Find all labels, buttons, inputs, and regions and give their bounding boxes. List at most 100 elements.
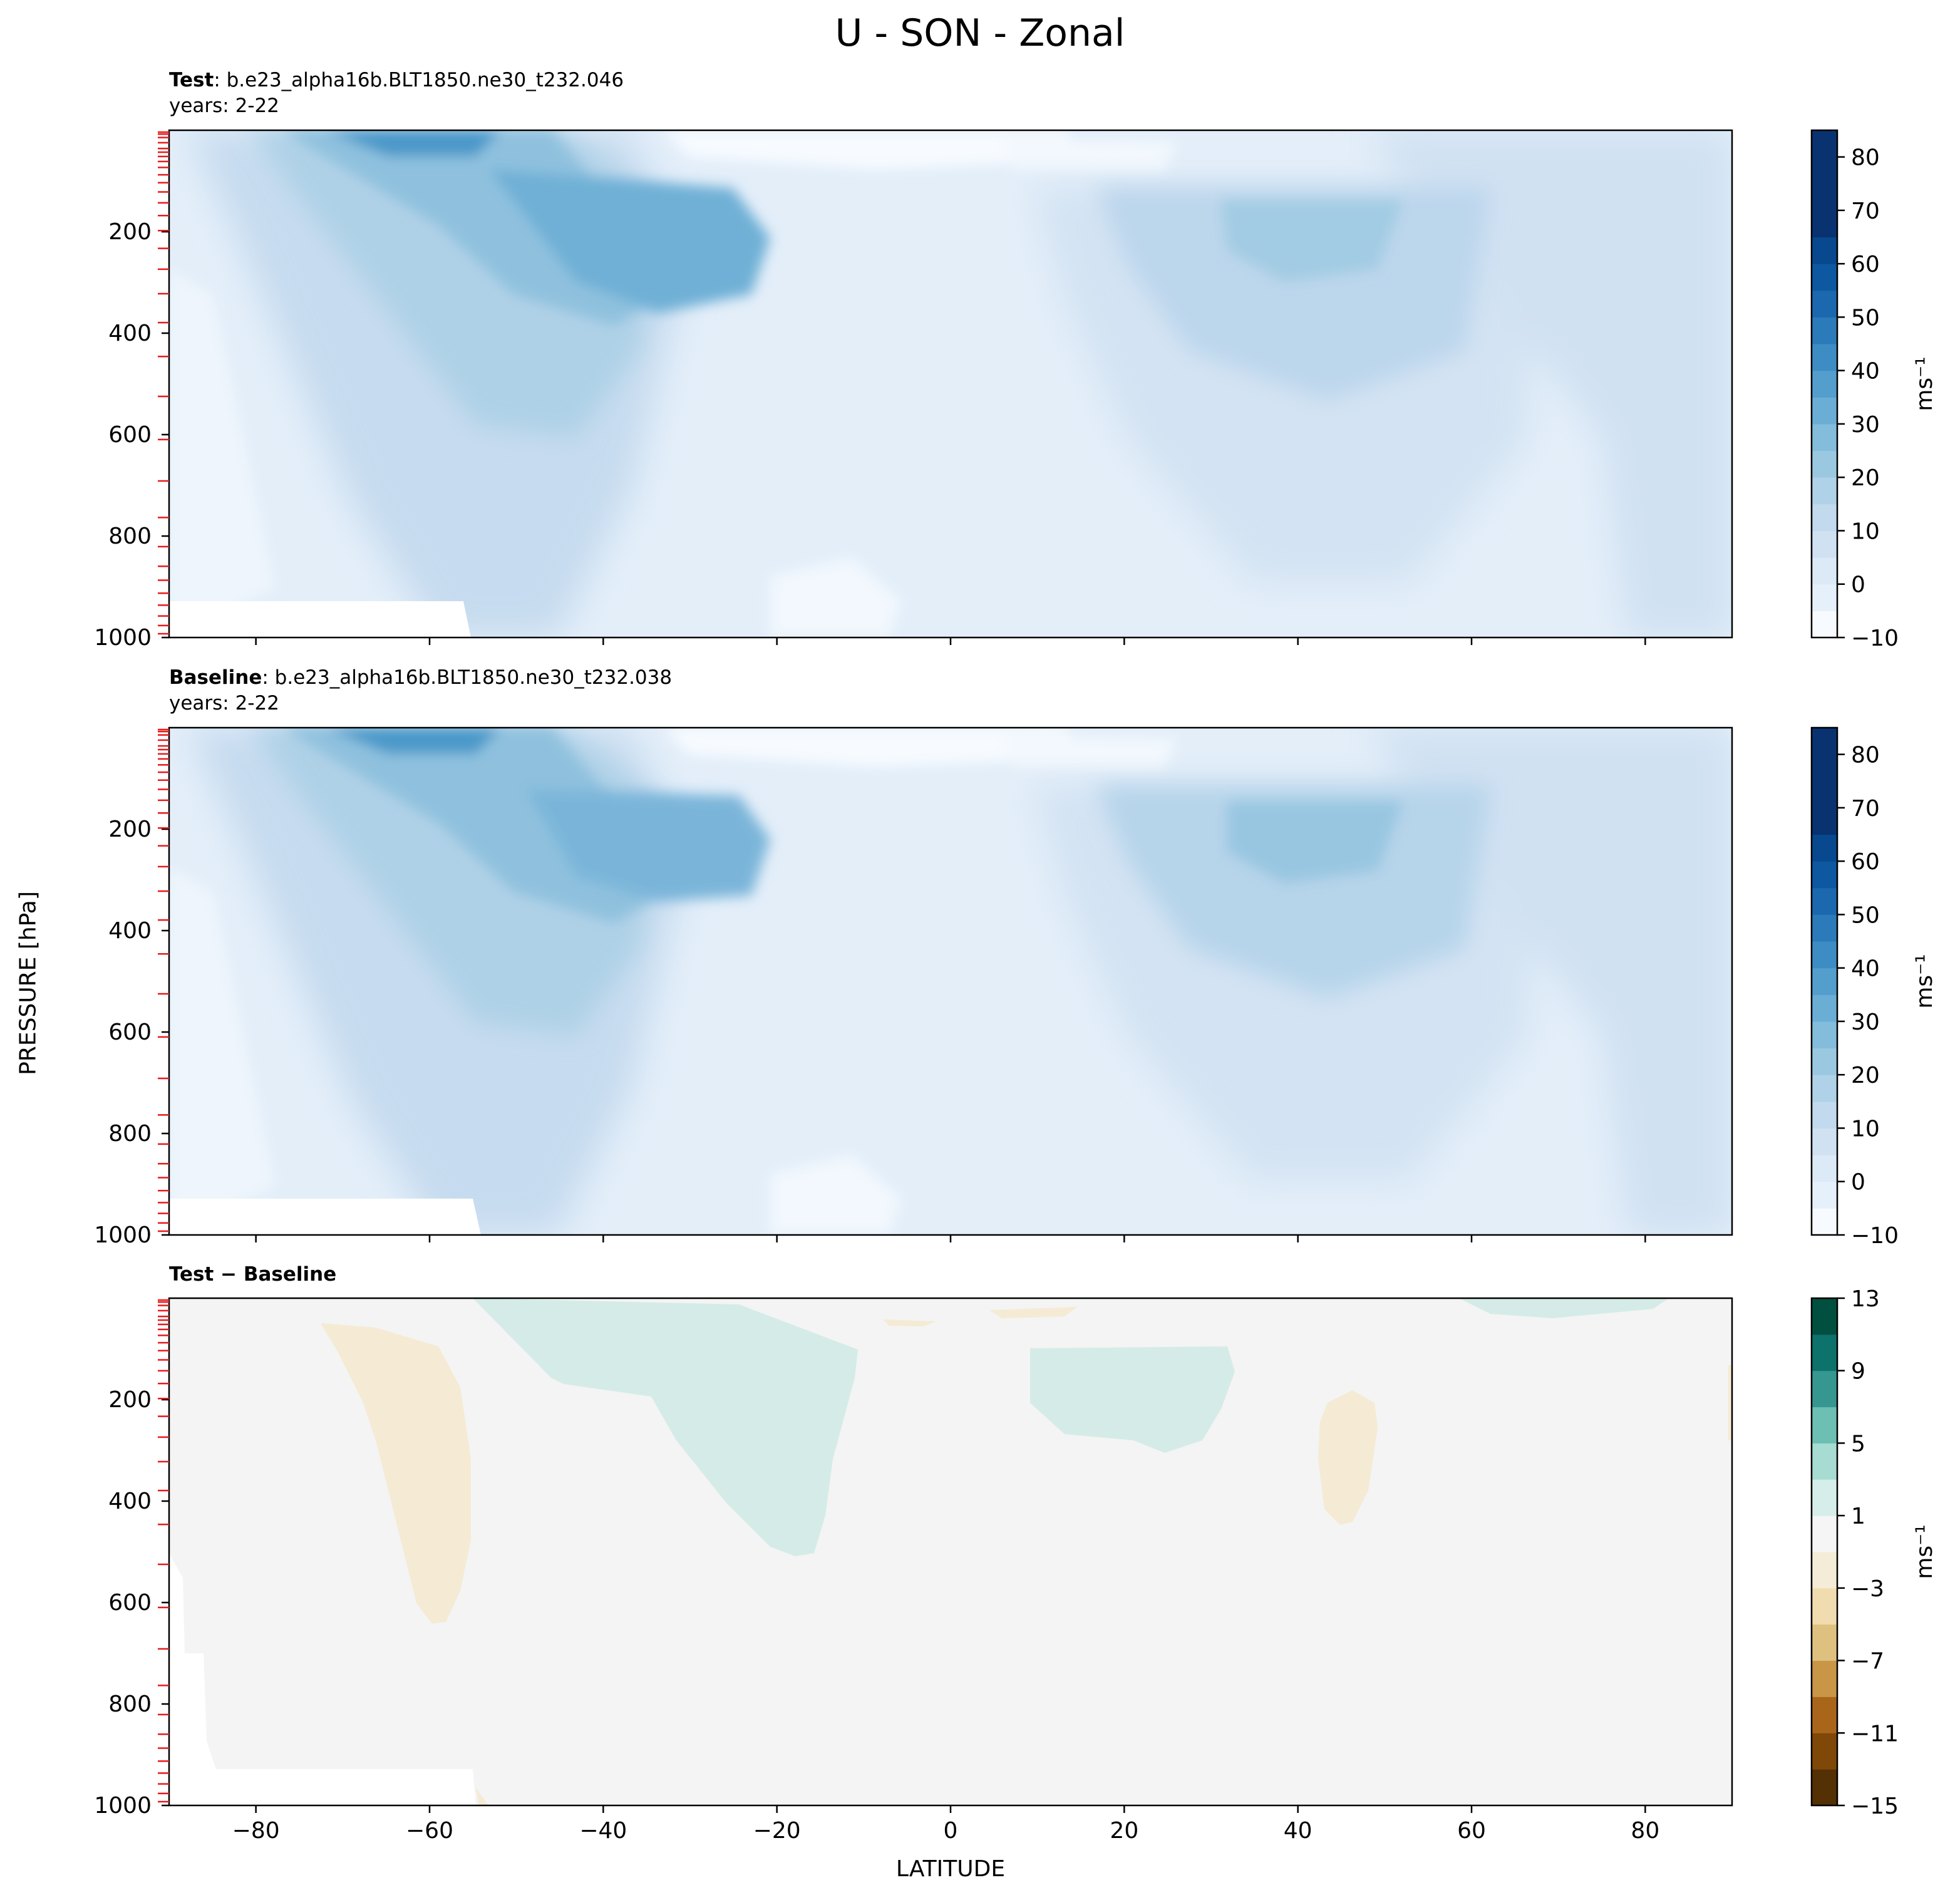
x-axis-label: LATITUDE: [895, 1856, 1006, 1882]
panel-title-baseline-case: : b.e23_alpha16b.BLT1850.ne30_t232.038: [262, 666, 673, 689]
colorbar-tick-label: 20: [1851, 465, 1880, 491]
x-tick-label: 40: [1284, 1818, 1313, 1844]
colorbar-tick-label: 30: [1851, 1009, 1880, 1035]
y-tick-label: 200: [108, 817, 152, 842]
colorbar-segment: [1812, 1515, 1837, 1552]
colorbar-segment: [1812, 1334, 1837, 1371]
colorbar-segment: [1812, 1155, 1837, 1182]
colorbar-tick-label: 9: [1851, 1359, 1865, 1385]
y-tick-label: 1000: [94, 1222, 152, 1248]
colorbar-label: ms⁻¹: [1912, 356, 1937, 411]
y-tick-label: 600: [108, 1020, 152, 1045]
colorbar-baseline: −10 0 10 20 30 40 50 60 70 80 ms⁻¹: [1810, 726, 1937, 1249]
colorbar-label: ms⁻¹: [1912, 1524, 1937, 1579]
colorbar-segment: [1812, 237, 1837, 264]
colorbar-tick-label: −15: [1851, 1794, 1899, 1819]
colorbar-segment: [1812, 584, 1837, 611]
panel-years-baseline: years: 2-22: [169, 692, 279, 715]
colorbar-tick-label: 80: [1851, 743, 1880, 768]
colorbar-segment: [1812, 1048, 1837, 1075]
colorbar-tick-label: −10: [1851, 1223, 1899, 1249]
colorbar-segment: [1812, 557, 1837, 585]
panel-title-test-case: : b.e23_alpha16b.BLT1850.ne30_t232.046: [214, 69, 624, 91]
y-tick-label: 800: [108, 524, 152, 549]
colorbar-segment: [1812, 941, 1837, 969]
colorbar-segment: [1812, 1075, 1837, 1102]
colorbar-segment: [1812, 450, 1837, 478]
colorbar-segment: [1812, 317, 1837, 344]
colorbar-tick-label: 1: [1851, 1504, 1865, 1529]
x-tick-label: 20: [1110, 1818, 1138, 1844]
y-tick-label: 200: [108, 1387, 152, 1413]
y-tick-label: 600: [108, 1590, 152, 1616]
contour-field-test: [169, 130, 1732, 638]
colorbar-segment: [1812, 611, 1837, 638]
colorbar-segment: [1812, 157, 1837, 184]
panel-title-baseline: Baseline: b.e23_alpha16b.BLT1850.ne30_t2…: [169, 665, 672, 691]
colorbar-segment: [1812, 1769, 1837, 1806]
colorbar-segment: [1812, 754, 1837, 782]
colorbar-frame: [1810, 726, 1839, 1236]
colorbar-segment: [1812, 968, 1837, 995]
colorbar-segment: [1812, 183, 1837, 211]
x-tick-label: −20: [753, 1818, 801, 1844]
colorbar-tick-label: 40: [1851, 359, 1880, 385]
colorbar-segment: [1812, 530, 1837, 558]
colorbar-segment: [1812, 861, 1837, 889]
colorbar-tick-label: 80: [1851, 145, 1880, 171]
colorbar-frame: [1810, 129, 1839, 639]
colorbar-segment: [1812, 1660, 1837, 1697]
colorbar-tick-label: 60: [1851, 849, 1880, 875]
colorbar-segment: [1812, 887, 1837, 915]
colorbar-segment: [1812, 914, 1837, 942]
colorbar-segment: [1812, 1479, 1837, 1516]
y-tick-label: 600: [108, 422, 152, 448]
colorbar-segment: [1812, 1128, 1837, 1155]
colorbar-tick-label: 0: [1851, 1170, 1865, 1195]
y-tick-label: 400: [108, 321, 152, 346]
x-tick-label: 80: [1631, 1818, 1659, 1844]
colorbar-tick-label: 50: [1851, 305, 1880, 331]
colorbar-tick-label: −11: [1851, 1721, 1899, 1747]
colorbar-segment: [1812, 1552, 1837, 1589]
colorbar-tick-label: −7: [1851, 1649, 1884, 1675]
panel-title-test-bold: Test: [169, 69, 214, 91]
colorbar-tick-label: 50: [1851, 902, 1880, 928]
colorbar-segment: [1812, 1181, 1837, 1209]
x-tick-label: −80: [232, 1818, 280, 1844]
x-tick-label: −60: [406, 1818, 453, 1844]
colorbar-segment: [1812, 1696, 1837, 1733]
colorbar-frame: [1810, 1297, 1839, 1807]
panel-title-diff-bold: Test − Baseline: [169, 1263, 337, 1286]
colorbar-tick-label: 10: [1851, 1116, 1880, 1142]
colorbar-tick-label: 5: [1851, 1431, 1865, 1457]
colorbar-segment: [1812, 1208, 1837, 1236]
colorbar-label: ms⁻¹: [1912, 954, 1937, 1008]
y-tick-label: 800: [108, 1121, 152, 1147]
colorbar-segment: [1812, 370, 1837, 398]
colorbar-tick-label: −10: [1851, 626, 1899, 651]
x-tick-label: 0: [944, 1818, 958, 1844]
colorbar-segment: [1812, 1588, 1837, 1625]
colorbar-tick-label: 30: [1851, 412, 1880, 438]
colorbar-segment: [1812, 781, 1837, 808]
colorbar-segment: [1812, 1021, 1837, 1049]
colorbar-tick-label: 20: [1851, 1063, 1880, 1088]
colorbar-tick-label: 70: [1851, 199, 1880, 224]
colorbar-tick-label: 10: [1851, 519, 1880, 544]
colorbar-tick-label: 70: [1851, 796, 1880, 822]
colorbar-tick-label: 60: [1851, 252, 1880, 277]
colorbar-tick-label: 40: [1851, 956, 1880, 982]
contour-field-baseline: [169, 728, 1732, 1235]
panel-title-diff: Test − Baseline: [169, 1262, 336, 1288]
colorbar-segment: [1812, 1407, 1837, 1443]
colorbar-segment: [1812, 1624, 1837, 1661]
colorbar-segment: [1812, 1443, 1837, 1480]
colorbar-segment: [1812, 423, 1837, 452]
colorbar-segment: [1812, 344, 1837, 371]
y-tick-label: 800: [108, 1691, 152, 1717]
colorbar-segment: [1812, 503, 1837, 531]
